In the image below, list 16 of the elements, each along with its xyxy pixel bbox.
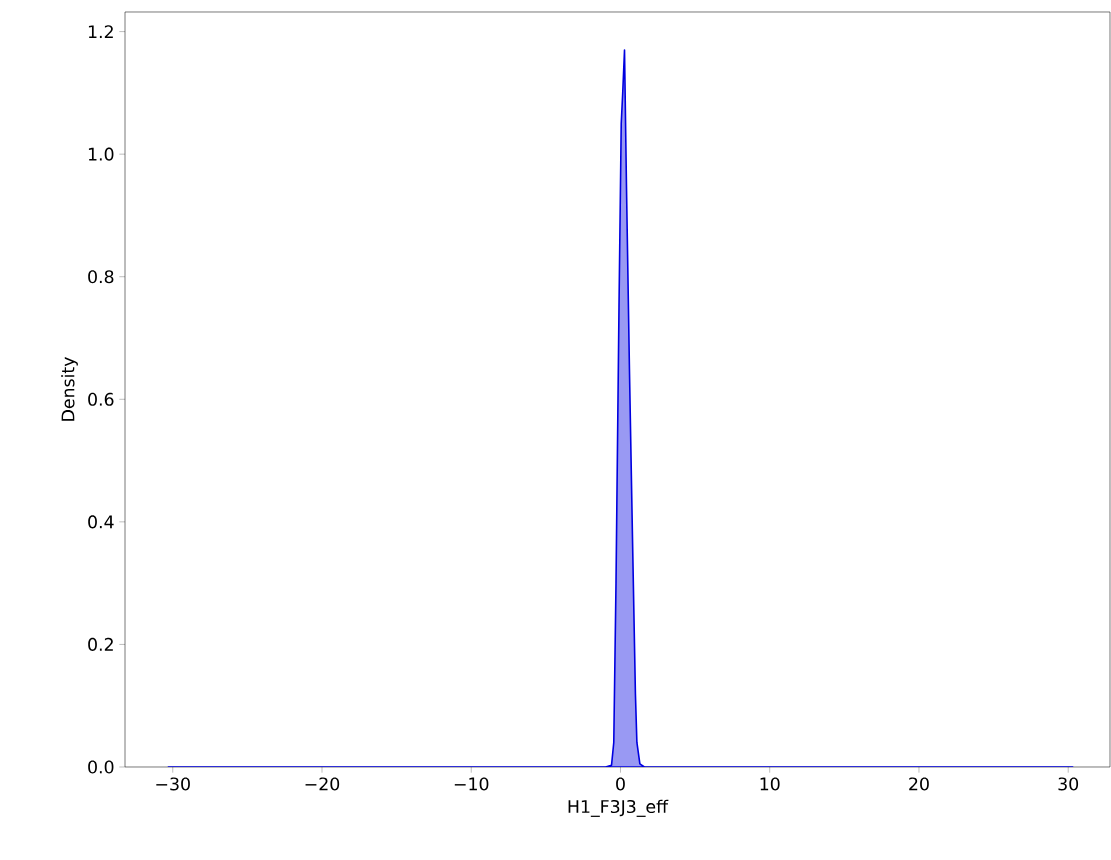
x-tick-label: 30 bbox=[1058, 777, 1079, 791]
y-tick-label: 0.2 bbox=[88, 637, 113, 651]
x-axis-title: H1_F3J3_eff bbox=[568, 799, 669, 817]
y-tick-label: 1.0 bbox=[88, 147, 114, 161]
x-tick-label: −20 bbox=[305, 777, 340, 791]
y-tick-label: 0.4 bbox=[88, 515, 114, 529]
y-tick-label: 0.0 bbox=[88, 760, 114, 774]
y-axis-title: Density bbox=[61, 357, 78, 421]
x-tick-label: −10 bbox=[454, 777, 489, 791]
y-tick-label: 0.6 bbox=[88, 392, 114, 406]
x-tick-label: −30 bbox=[156, 777, 190, 791]
x-tick-label: 10 bbox=[760, 777, 780, 791]
y-tick-label: 0.8 bbox=[88, 270, 114, 284]
x-tick-label: 0 bbox=[616, 777, 625, 791]
x-tick-label: 20 bbox=[909, 777, 929, 791]
y-tick-label: 1.2 bbox=[88, 25, 113, 39]
